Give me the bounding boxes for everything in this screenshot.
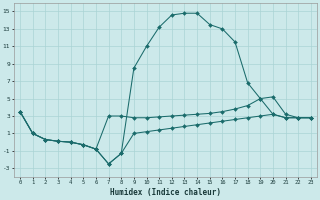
- X-axis label: Humidex (Indice chaleur): Humidex (Indice chaleur): [110, 188, 221, 197]
